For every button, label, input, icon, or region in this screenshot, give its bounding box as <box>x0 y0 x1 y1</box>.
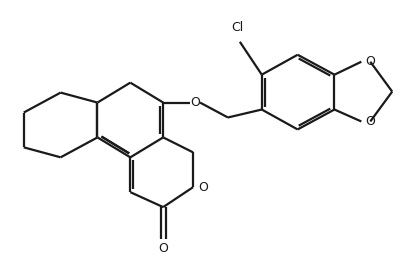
Text: Cl: Cl <box>232 21 244 34</box>
Text: O: O <box>190 96 200 109</box>
Text: O: O <box>158 242 168 255</box>
Text: O: O <box>365 55 375 68</box>
Text: O: O <box>365 115 375 128</box>
Text: O: O <box>198 181 208 194</box>
